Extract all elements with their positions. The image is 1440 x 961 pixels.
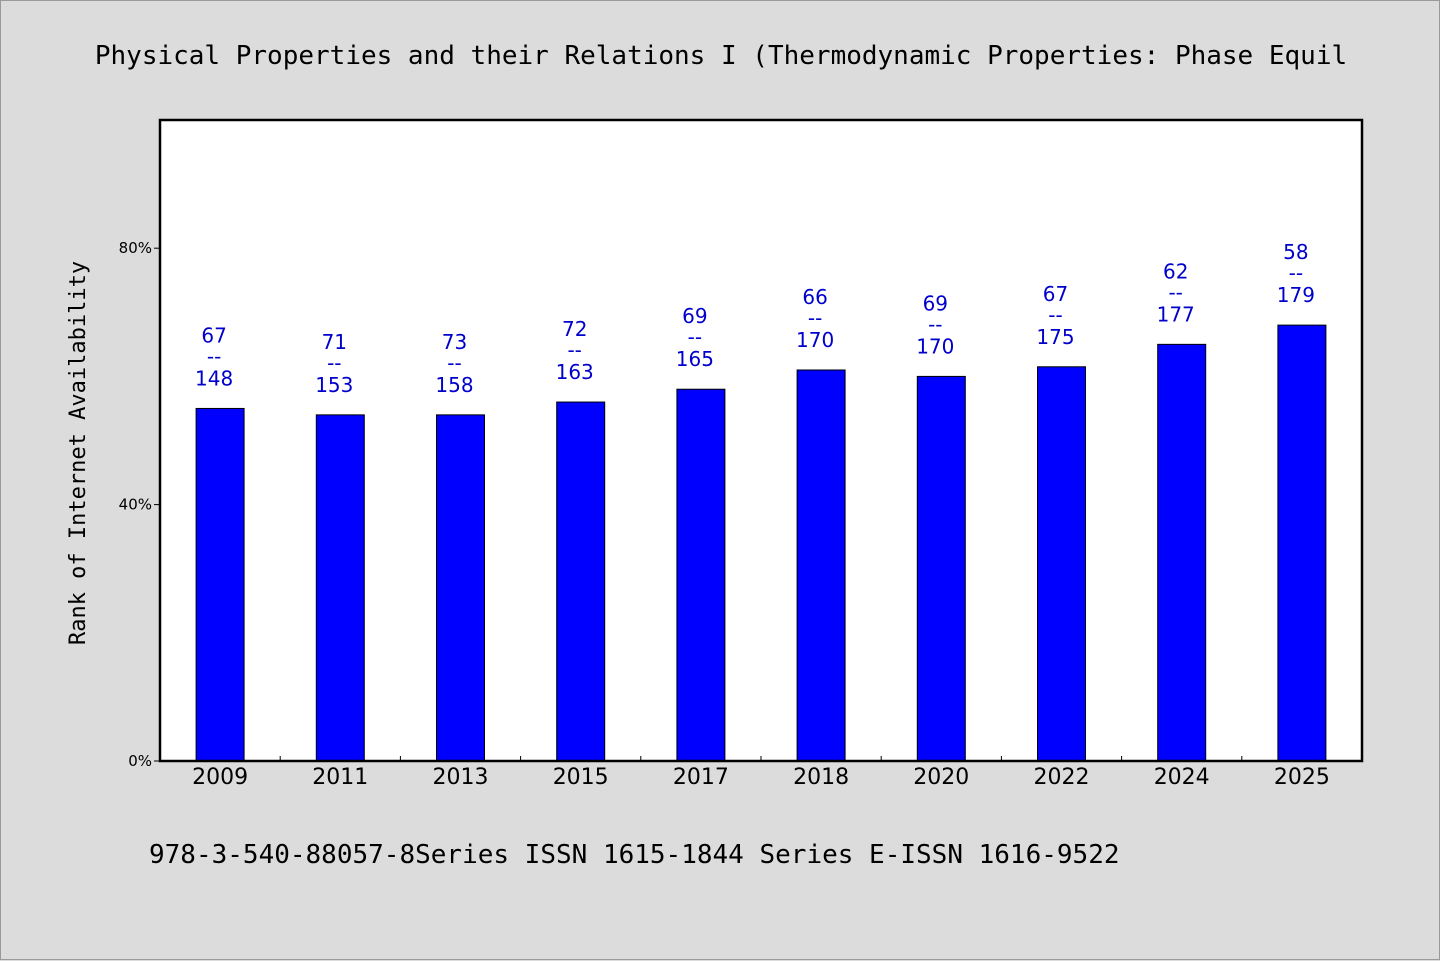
x-tick-label: 2025 [1274, 765, 1330, 790]
chart-title: Physical Properties and their Relations … [95, 41, 1347, 71]
bar-2009 [195, 407, 245, 762]
data-label-separator: -- [808, 306, 822, 330]
bar-2018 [796, 369, 846, 762]
bar-2013 [436, 414, 485, 762]
plot-area: 67--14871--15373--15872--16369--16566--1… [119, 118, 1364, 790]
data-label-top: 69 [923, 291, 948, 315]
x-tick-label: 2015 [553, 765, 609, 790]
data-label-separator: -- [928, 312, 942, 336]
x-tick-label: 2013 [433, 765, 489, 790]
bar-2022 [1037, 366, 1086, 762]
data-label-separator: -- [1168, 280, 1182, 304]
data-label-bottom: 158 [435, 373, 473, 397]
bars-group [195, 324, 1327, 762]
y-axis-label: Rank of Internet Availability [66, 261, 91, 645]
data-label-top: 69 [682, 304, 707, 328]
data-label-top: 58 [1283, 240, 1308, 264]
data-label-bottom: 163 [556, 360, 594, 384]
x-tick-label: 2009 [192, 765, 248, 790]
bar-2015 [556, 401, 606, 762]
plot-frame [158, 118, 1364, 763]
data-label-top: 62 [1163, 259, 1188, 283]
data-label-bottom: 153 [315, 373, 353, 397]
bar-2011 [315, 414, 365, 762]
bar-2017 [676, 388, 726, 762]
ticks-group: 2009 2011 2013 2015 2017 2018 2020 2022 2024 2025… [119, 239, 1330, 790]
x-tick-label: 2024 [1154, 765, 1210, 790]
data-label-bottom: 175 [1036, 325, 1074, 349]
data-label-separator: -- [688, 325, 702, 349]
data-label-separator: -- [1048, 303, 1062, 327]
y-tick-label: 40% [119, 496, 152, 514]
data-label-top: 67 [1043, 282, 1068, 306]
data-label-bottom: 170 [916, 334, 954, 358]
data-label-separator: -- [567, 338, 581, 362]
data-label-top: 67 [201, 323, 226, 347]
data-label-top: 71 [322, 330, 347, 354]
data-label-separator: -- [447, 351, 461, 375]
bar-2020 [916, 375, 966, 762]
data-label-top: 73 [442, 330, 467, 354]
data-labels-group: 67--14871--15373--15872--16369--16566--1… [195, 240, 1315, 397]
data-label-top: 66 [802, 285, 827, 309]
data-label-top: 72 [562, 317, 587, 341]
data-label-bottom: 170 [796, 328, 834, 352]
data-label-separator: -- [1289, 261, 1303, 285]
x-tick-label: 2017 [673, 765, 729, 790]
x-tick-label: 2020 [913, 765, 969, 790]
y-tick-label: 80% [119, 239, 152, 257]
bar-2024 [1157, 343, 1207, 762]
x-tick-label: 2018 [793, 765, 849, 790]
data-label-bottom: 165 [676, 347, 714, 371]
y-tick-label: 0% [128, 752, 152, 770]
x-tick-label: 2022 [1034, 765, 1090, 790]
bar-2025 [1277, 324, 1327, 762]
footer-text: 978-3-540-88057-8Series ISSN 1615-1844 S… [149, 840, 1120, 870]
data-label-separator: -- [327, 351, 341, 375]
data-label-separator: -- [207, 344, 221, 368]
x-tick-label: 2011 [312, 765, 368, 790]
data-label-bottom: 148 [195, 366, 233, 390]
data-label-bottom: 179 [1277, 283, 1315, 307]
data-label-bottom: 177 [1157, 302, 1195, 326]
